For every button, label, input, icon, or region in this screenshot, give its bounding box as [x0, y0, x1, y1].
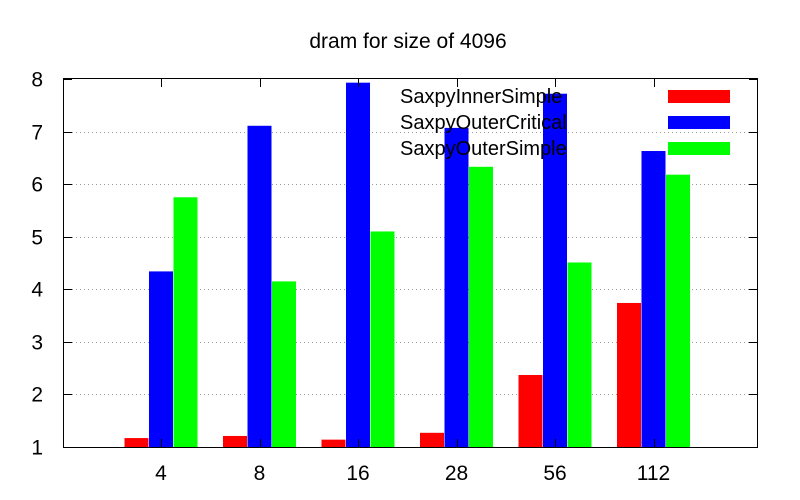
x-tick-label: 28	[445, 462, 468, 485]
bar-SaxpyInnerSimple-112	[617, 302, 641, 447]
legend: SaxpyInnerSimple SaxpyOuterCritical SaxpyO…	[400, 86, 730, 160]
legend-swatch	[668, 90, 730, 103]
y-tick-label: 1	[31, 437, 43, 460]
bar-SaxpyInnerSimple-16	[321, 439, 346, 447]
y-tick-label: 3	[31, 332, 43, 355]
bar-SaxpyInnerSimple-8	[223, 435, 247, 447]
y-tick-label: 4	[31, 279, 43, 302]
y-tick-label: 6	[31, 174, 43, 197]
y-tick-label: 7	[31, 122, 43, 145]
bar-SaxpyOuterSimple-16	[370, 231, 395, 447]
bar-SaxpyInnerSimple-56	[518, 374, 543, 447]
bar-SaxpyOuterCritical-16	[346, 82, 370, 448]
bar-SaxpyOuterCritical-112	[641, 151, 666, 447]
bar-SaxpyOuterSimple-8	[272, 281, 296, 447]
bar-SaxpyOuterSimple-28	[469, 166, 493, 447]
bar-SaxpyOuterCritical-56	[543, 93, 567, 447]
x-tick-label: 16	[346, 462, 369, 485]
legend-label: SaxpyOuterCritical	[400, 112, 567, 134]
y-tick-label: 8	[31, 69, 43, 92]
x-tick-label: 56	[543, 462, 566, 485]
x-tick-label: 112	[637, 462, 670, 485]
bar-SaxpyOuterSimple-4	[173, 197, 198, 447]
bar-SaxpyOuterCritical-28	[444, 127, 469, 448]
legend-label: SaxpyInnerSimple	[400, 86, 562, 108]
bar-SaxpyOuterSimple-112	[666, 174, 690, 447]
legend-label: SaxpyOuterSimple	[400, 138, 567, 160]
bar-SaxpyInnerSimple-4	[124, 438, 149, 447]
bar-SaxpyOuterSimple-56	[567, 262, 592, 447]
x-tick-label: 8	[254, 462, 266, 485]
chart-title: dram for size of 4096	[309, 30, 506, 53]
x-tick-label: 4	[155, 462, 167, 485]
legend-swatch	[668, 116, 730, 129]
bar-SaxpyOuterCritical-4	[149, 271, 173, 447]
bar-SaxpyInnerSimple-28	[420, 432, 444, 447]
y-tick-label: 2	[31, 384, 43, 407]
bars	[124, 82, 690, 448]
y-tick-label: 5	[31, 227, 43, 250]
plot-frame	[63, 78, 758, 448]
legend-swatch	[668, 142, 730, 155]
bar-SaxpyOuterCritical-8	[247, 125, 272, 447]
